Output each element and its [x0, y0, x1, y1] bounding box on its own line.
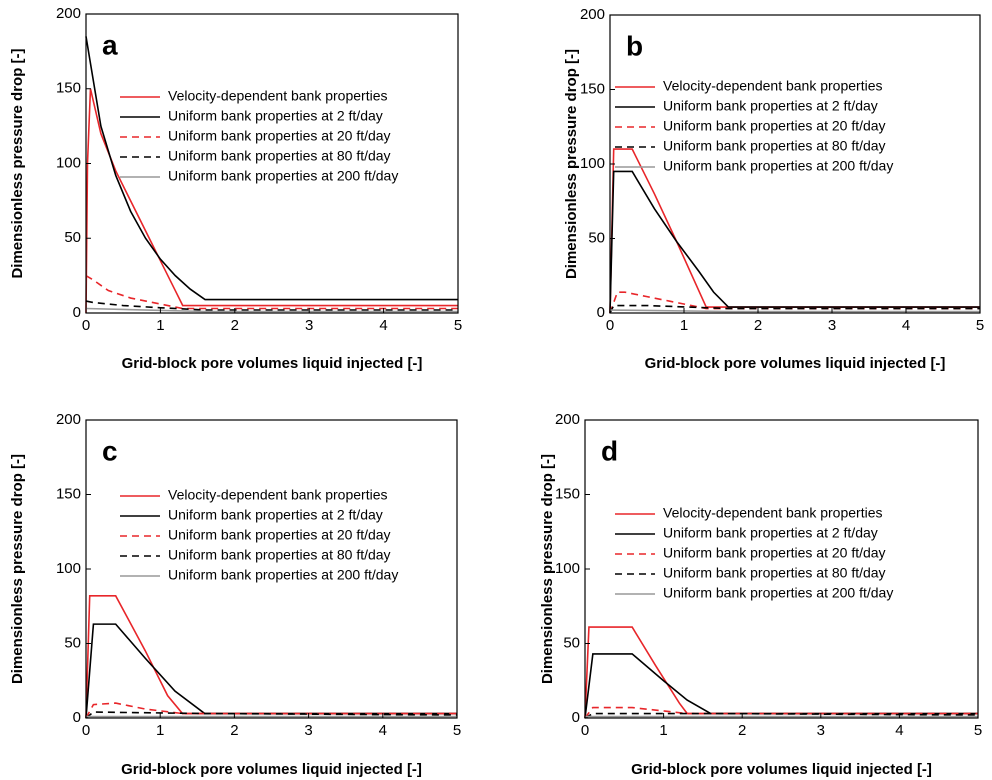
- legend-label: Uniform bank properties at 20 ft/day: [663, 545, 886, 561]
- x-tick-label: 0: [82, 722, 90, 739]
- x-tick-label: 0: [581, 722, 589, 739]
- data-line: [85, 88, 458, 314]
- y-axis-label: Dimensionless pressure drop [-]: [9, 48, 26, 278]
- legend-label: Uniform bank properties at 20 ft/day: [663, 118, 886, 134]
- legend-label: Uniform bank properties at 200 ft/day: [663, 158, 893, 174]
- data-line: [85, 702, 457, 719]
- y-tick-label: 0: [572, 709, 580, 726]
- legend-label: Uniform bank properties at 2 ft/day: [168, 108, 383, 124]
- y-axis-label: Dimensionless pressure drop [-]: [539, 454, 556, 684]
- y-tick-label: 150: [580, 80, 605, 97]
- data-line: [85, 711, 458, 719]
- x-tick-label: 3: [817, 722, 825, 739]
- y-tick-label: 200: [56, 411, 81, 428]
- data-line: [85, 300, 458, 311]
- x-axis-label: Grid-block pore volumes liquid injected …: [645, 355, 946, 372]
- legend-label: Uniform bank properties at 20 ft/day: [168, 128, 391, 144]
- legend-label: Uniform bank properties at 200 ft/day: [663, 585, 893, 601]
- x-tick-label: 3: [305, 317, 313, 334]
- x-tick-label: 2: [754, 317, 762, 334]
- legend-label: Uniform bank properties at 80 ft/day: [663, 138, 886, 154]
- data-line: [85, 623, 457, 719]
- y-tick-label: 0: [597, 304, 605, 321]
- y-tick-label: 150: [555, 485, 580, 502]
- y-tick-label: 200: [56, 5, 81, 22]
- x-tick-label: 4: [902, 317, 910, 334]
- y-tick-label: 50: [563, 634, 580, 651]
- data-line: [609, 291, 980, 314]
- panel-letter: b: [626, 30, 643, 61]
- legend-label: Velocity-dependent bank properties: [663, 505, 882, 521]
- y-axis-label: Dimensionless pressure drop [-]: [9, 454, 26, 684]
- legend-label: Uniform bank properties at 200 ft/day: [168, 567, 398, 583]
- legend-label: Uniform bank properties at 80 ft/day: [168, 547, 391, 563]
- x-axis-label: Grid-block pore volumes liquid injected …: [631, 761, 932, 778]
- legend-label: Uniform bank properties at 80 ft/day: [168, 148, 391, 164]
- x-tick-label: 1: [659, 722, 667, 739]
- y-tick-label: 150: [56, 485, 81, 502]
- x-tick-label: 3: [828, 317, 836, 334]
- data-line: [584, 626, 978, 719]
- x-tick-label: 2: [230, 722, 238, 739]
- y-tick-label: 100: [56, 154, 81, 171]
- legend-label: Uniform bank properties at 200 ft/day: [168, 168, 398, 184]
- x-tick-label: 0: [606, 317, 614, 334]
- data-line: [85, 36, 458, 301]
- x-tick-label: 5: [454, 317, 462, 334]
- x-tick-label: 3: [304, 722, 312, 739]
- x-tick-label: 1: [156, 722, 164, 739]
- x-axis-label: Grid-block pore volumes liquid injected …: [122, 355, 423, 372]
- x-tick-label: 1: [156, 317, 164, 334]
- x-axis-label: Grid-block pore volumes liquid injected …: [121, 761, 422, 778]
- legend-label: Uniform bank properties at 80 ft/day: [663, 565, 886, 581]
- y-tick-label: 0: [73, 304, 81, 321]
- data-line: [85, 274, 458, 310]
- data-line: [609, 309, 980, 313]
- y-axis-label: Dimensionless pressure drop [-]: [563, 49, 580, 279]
- legend-label: Uniform bank properties at 2 ft/day: [663, 525, 878, 541]
- data-line: [609, 148, 980, 314]
- y-tick-label: 100: [580, 155, 605, 172]
- legend-label: Uniform bank properties at 2 ft/day: [168, 507, 383, 523]
- x-tick-label: 2: [738, 722, 746, 739]
- data-line: [609, 304, 980, 314]
- legend-label: Velocity-dependent bank properties: [663, 78, 882, 94]
- panel-letter: a: [102, 29, 118, 60]
- legend-label: Uniform bank properties at 2 ft/day: [663, 98, 878, 114]
- y-tick-label: 50: [64, 229, 81, 246]
- data-line: [85, 595, 457, 719]
- legend-label: Velocity-dependent bank properties: [168, 487, 387, 503]
- data-line: [609, 170, 980, 314]
- data-line: [85, 307, 458, 313]
- y-tick-label: 50: [64, 634, 81, 651]
- y-tick-label: 0: [73, 709, 81, 726]
- x-tick-label: 4: [379, 317, 387, 334]
- x-tick-label: 2: [231, 317, 239, 334]
- y-tick-label: 200: [555, 411, 580, 428]
- y-tick-label: 50: [588, 229, 605, 246]
- y-tick-label: 100: [56, 560, 81, 577]
- legend-label: Velocity-dependent bank properties: [168, 88, 387, 104]
- y-tick-label: 200: [580, 6, 605, 23]
- x-tick-label: 5: [976, 317, 984, 334]
- data-line: [584, 706, 978, 719]
- panel-letter: d: [601, 435, 618, 466]
- legend-label: Uniform bank properties at 20 ft/day: [168, 527, 391, 543]
- x-tick-label: 5: [453, 722, 461, 739]
- panel-letter: c: [102, 435, 118, 466]
- x-tick-label: 4: [379, 722, 387, 739]
- y-tick-label: 150: [56, 80, 81, 97]
- x-tick-label: 0: [82, 317, 90, 334]
- x-tick-label: 1: [680, 317, 688, 334]
- y-tick-label: 100: [555, 560, 580, 577]
- x-tick-label: 4: [895, 722, 903, 739]
- x-tick-label: 5: [974, 722, 982, 739]
